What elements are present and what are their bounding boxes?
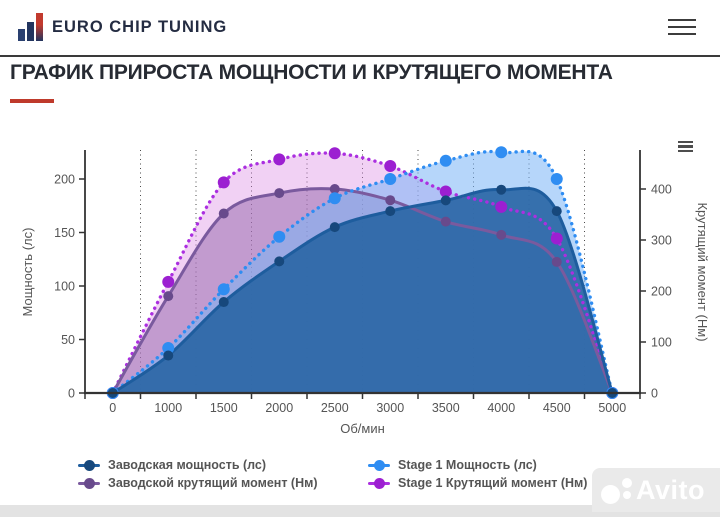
svg-text:200: 200 xyxy=(54,173,75,187)
svg-text:50: 50 xyxy=(61,333,75,347)
svg-text:4000: 4000 xyxy=(487,401,515,415)
legend-marker-icon xyxy=(368,459,390,471)
legend-item-0[interactable]: Заводская мощность (лс) xyxy=(78,458,368,472)
bottom-gray-strip xyxy=(0,505,720,517)
svg-text:0: 0 xyxy=(68,387,75,401)
svg-text:2000: 2000 xyxy=(265,401,293,415)
svg-text:400: 400 xyxy=(651,183,672,197)
brand-logo: EURO CHIP TUNING xyxy=(18,13,227,41)
legend-label: Stage 1 Крутящий момент (Нм) xyxy=(398,476,588,490)
area-series-0 xyxy=(112,188,613,393)
svg-text:0: 0 xyxy=(109,401,116,415)
legend-marker-icon xyxy=(368,477,390,489)
svg-text:Мощность (лс): Мощность (лс) xyxy=(20,228,35,317)
page-title: ГРАФИК ПРИРОСТА МОЩНОСТИ И КРУТЯЩЕГО МОМ… xyxy=(10,61,613,84)
series-areas xyxy=(112,151,613,393)
svg-text:3000: 3000 xyxy=(376,401,404,415)
line-series-3 xyxy=(111,151,614,395)
svg-text:5000: 5000 xyxy=(598,401,626,415)
svg-text:200: 200 xyxy=(651,285,672,299)
series-markers xyxy=(106,146,619,399)
chart-export-menu-icon[interactable] xyxy=(678,141,694,154)
legend-label: Stage 1 Мощность (лс) xyxy=(398,458,537,472)
line-series-1 xyxy=(111,149,614,395)
line-series-2 xyxy=(111,187,614,394)
svg-text:1000: 1000 xyxy=(154,401,182,415)
axes: 0 1000 1500 2000 2500 3000 3500 4000 4500 5000Об/… xyxy=(20,150,710,436)
legend-label: Заводская мощность (лс) xyxy=(108,458,267,472)
legend-marker-icon xyxy=(78,459,100,471)
avito-logo-icon xyxy=(596,474,636,506)
app-header: EURO CHIP TUNING xyxy=(0,0,720,57)
title-accent-bar xyxy=(10,99,54,103)
brand-name: EURO CHIP TUNING xyxy=(52,18,228,36)
legend-item-2[interactable]: Заводской крутящий момент (Нм) xyxy=(78,476,368,490)
svg-text:Об/мин: Об/мин xyxy=(340,421,385,436)
watermark-label: Avito xyxy=(636,474,705,505)
avito-watermark: Avito xyxy=(592,468,720,512)
bar-chart-logo-icon xyxy=(18,13,43,41)
svg-text:2500: 2500 xyxy=(321,401,349,415)
hamburger-menu-icon[interactable] xyxy=(668,19,696,37)
svg-text:0: 0 xyxy=(651,387,658,401)
legend-item-3[interactable]: Stage 1 Крутящий момент (Нм) xyxy=(368,476,587,490)
legend-item-1[interactable]: Stage 1 Мощность (лс) xyxy=(368,458,587,472)
chart-legend: Заводская мощность (лс) Stage 1 Мощность … xyxy=(78,458,587,490)
svg-text:4500: 4500 xyxy=(543,401,571,415)
svg-text:150: 150 xyxy=(54,226,75,240)
svg-text:3500: 3500 xyxy=(432,401,460,415)
svg-text:100: 100 xyxy=(651,336,672,350)
svg-text:Крутящий момент (Нм): Крутящий момент (Нм) xyxy=(695,202,710,341)
svg-text:1500: 1500 xyxy=(210,401,238,415)
legend-marker-icon xyxy=(78,477,100,489)
svg-text:100: 100 xyxy=(54,280,75,294)
svg-text:300: 300 xyxy=(651,234,672,248)
legend-label: Заводской крутящий момент (Нм) xyxy=(108,476,318,490)
